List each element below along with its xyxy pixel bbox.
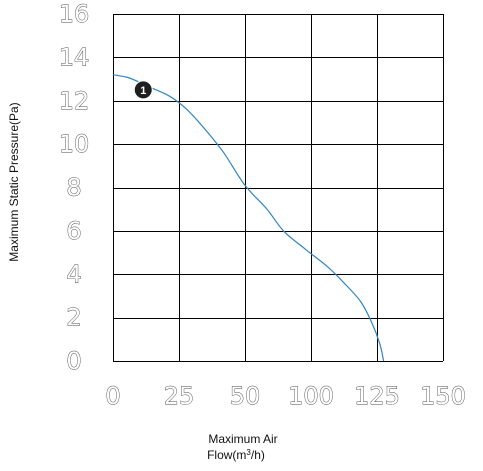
grid <box>113 14 444 362</box>
x-tick-label: 125 <box>354 382 400 410</box>
y-tick-labels: 0 2 4 6 8 10 12 14 16 <box>58 0 90 375</box>
x-tick-label: 0 <box>105 382 120 410</box>
y-axis-label: Maximum Static Pressure(Pa) <box>7 102 21 261</box>
y-tick-label: 14 <box>59 43 90 71</box>
x-axis-label-line2: Flow(m3/h) <box>207 448 265 463</box>
annotations: 1 <box>133 80 153 100</box>
y-tick-label: 10 <box>59 130 90 158</box>
y-tick-label: 2 <box>66 304 81 332</box>
series-line <box>112 74 385 362</box>
y-tick-label: 12 <box>59 87 90 115</box>
y-tick-label: 16 <box>59 0 90 28</box>
y-tick-label: 8 <box>66 174 81 202</box>
x-tick-label: 25 <box>164 382 195 410</box>
x-axis-label-line1: Maximum Air <box>208 432 277 446</box>
x-tick-label: 100 <box>288 382 334 410</box>
x-tick-labels: 0 25 50 100 125 150 <box>105 382 466 411</box>
annotation-label: 1 <box>140 85 146 97</box>
annotation-marker <box>133 80 153 100</box>
x-tick-label: 150 <box>420 382 466 410</box>
y-tick-label: 6 <box>66 217 81 245</box>
series-curves <box>112 74 385 362</box>
y-tick-label: 0 <box>66 347 81 375</box>
y-tick-label: 4 <box>66 260 81 288</box>
x-tick-label: 50 <box>230 382 261 410</box>
